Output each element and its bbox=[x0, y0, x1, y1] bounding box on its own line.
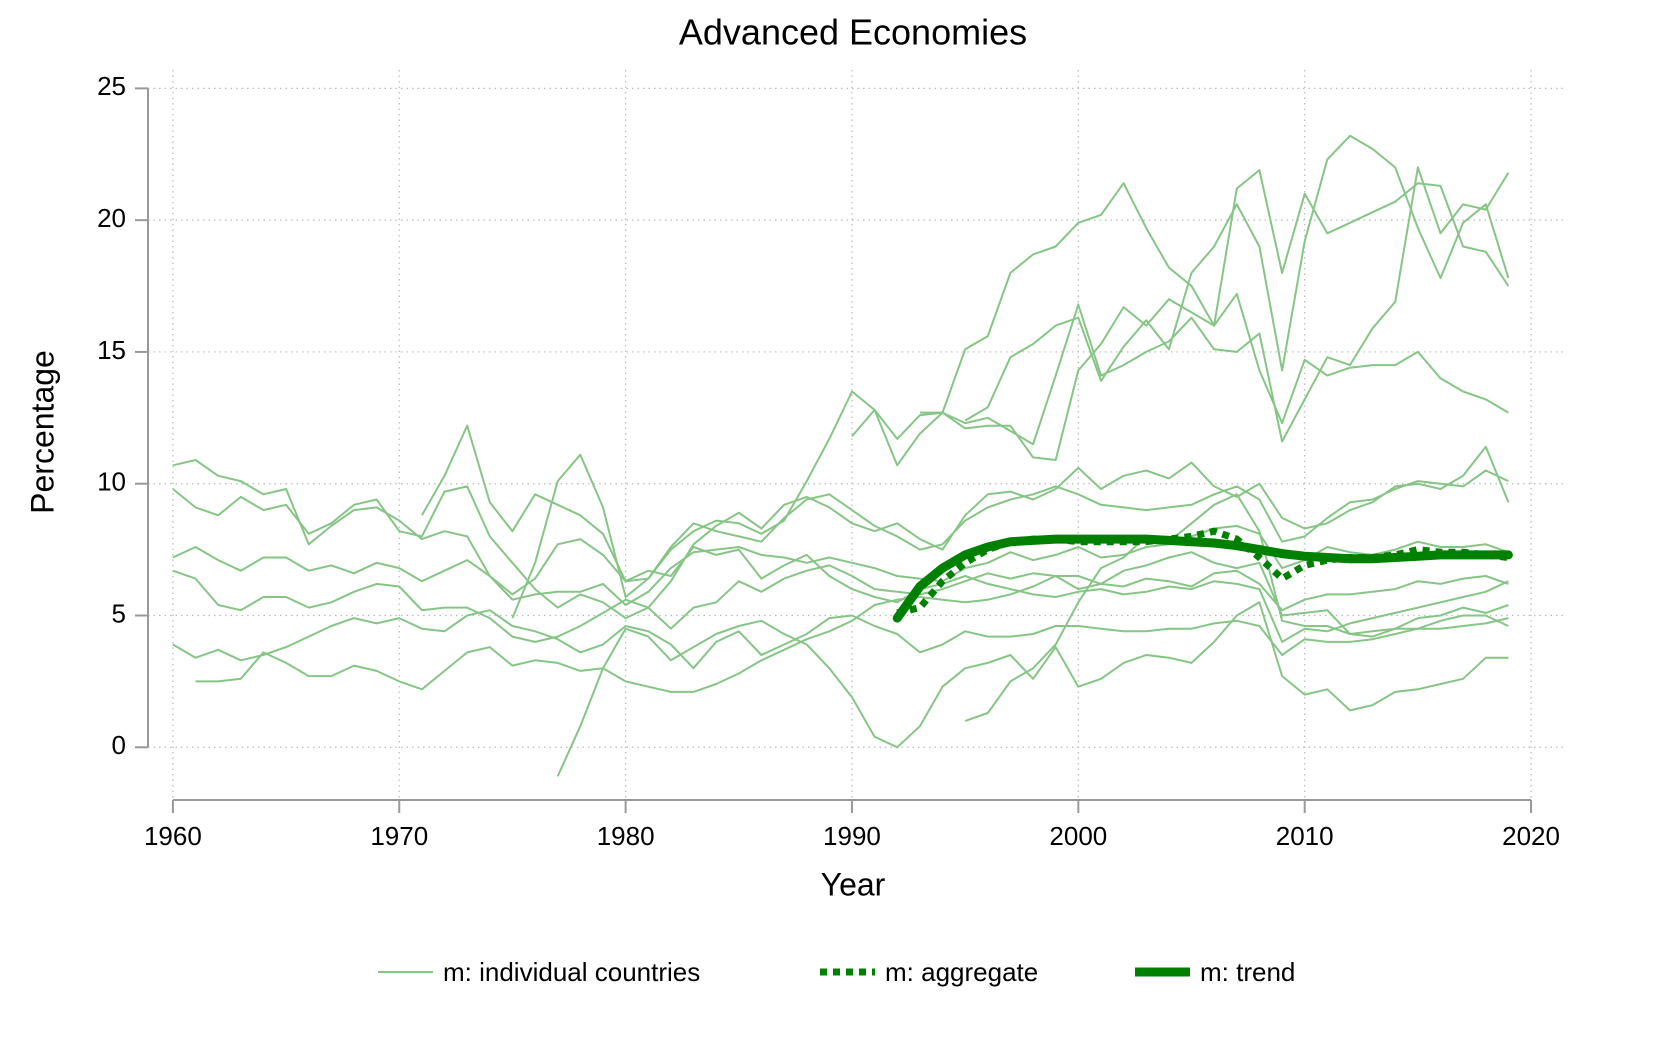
x-tick-label: 1990 bbox=[823, 821, 881, 851]
aggregate-line bbox=[896, 527, 1509, 617]
country-line bbox=[964, 134, 1510, 422]
country-line bbox=[172, 445, 1510, 620]
x-tick-label: 2000 bbox=[1049, 821, 1107, 851]
country-line bbox=[964, 493, 1509, 722]
country-line bbox=[421, 424, 1509, 643]
country-line bbox=[556, 601, 1509, 777]
country-line bbox=[172, 564, 1509, 643]
legend-label: m: aggregate bbox=[885, 957, 1038, 987]
trend-line bbox=[892, 534, 1513, 623]
country-line bbox=[172, 166, 1510, 596]
country-line bbox=[919, 292, 1509, 461]
country-line bbox=[511, 453, 1509, 619]
country-line bbox=[851, 169, 1510, 467]
y-tick-label: 10 bbox=[97, 467, 126, 497]
y-tick-label: 0 bbox=[112, 730, 126, 760]
country-line bbox=[172, 524, 1509, 606]
x-axis-label: Year bbox=[821, 866, 886, 902]
y-tick-label: 5 bbox=[112, 598, 126, 628]
x-tick-label: 2020 bbox=[1502, 821, 1560, 851]
x-tick-label: 1980 bbox=[597, 821, 655, 851]
x-tick-label: 1970 bbox=[370, 821, 428, 851]
y-tick-label: 25 bbox=[97, 71, 126, 101]
x-tick-label: 2010 bbox=[1276, 821, 1334, 851]
x-tick-label: 1960 bbox=[144, 821, 202, 851]
legend-label: m: trend bbox=[1200, 957, 1295, 987]
y-tick-label: 20 bbox=[97, 203, 126, 233]
y-axis-label: Percentage bbox=[24, 350, 60, 514]
y-tick-label: 15 bbox=[97, 335, 126, 365]
legend-label: m: individual countries bbox=[443, 957, 700, 987]
chart-title: Advanced Economies bbox=[679, 12, 1027, 53]
country-line bbox=[195, 551, 1509, 693]
country-line bbox=[172, 609, 1509, 670]
